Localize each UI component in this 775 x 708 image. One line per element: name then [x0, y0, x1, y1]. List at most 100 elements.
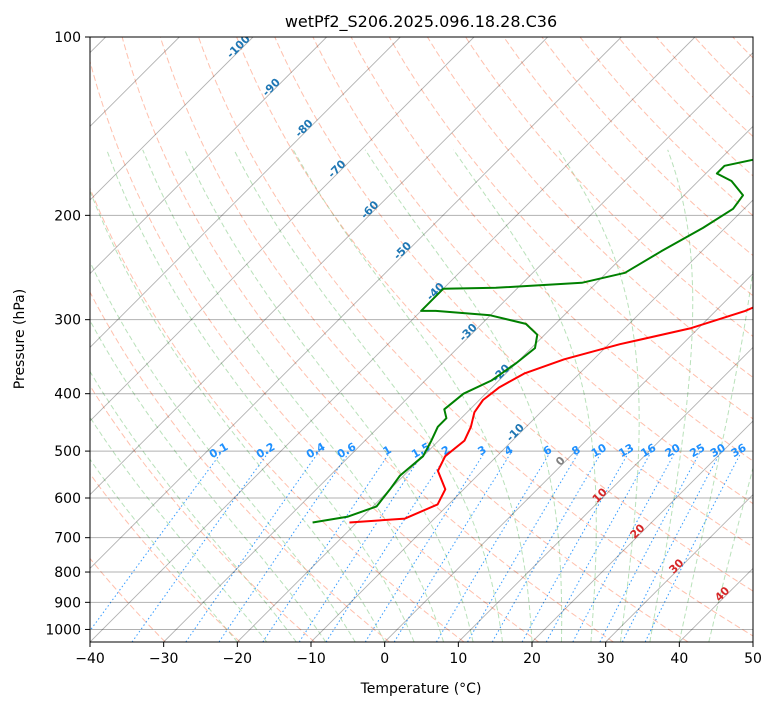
dry-adiabat	[90, 186, 465, 642]
y-tick-label: 1000	[45, 622, 81, 638]
dry-adiabat	[90, 384, 316, 642]
mixing-ratio-line	[185, 450, 320, 642]
x-tick-label: 0	[380, 651, 389, 667]
moist-adiabat	[678, 265, 753, 642]
isotherm-line	[163, 52, 753, 642]
dry-adiabat	[198, 37, 753, 637]
background-lines	[90, 37, 775, 642]
y-tick-label: 200	[54, 208, 81, 224]
mixing-ratio-label: 4	[502, 443, 515, 458]
isotherm-label: 30	[666, 556, 686, 576]
y-tick-label: 900	[54, 595, 81, 611]
mixing-ratio-label: 36	[729, 441, 749, 460]
mixing-ratio-line	[364, 450, 486, 642]
x-tick-label: −40	[75, 651, 105, 667]
mixing-ratio-line	[218, 450, 351, 642]
dry-adiabat	[274, 37, 753, 548]
dry-adiabat	[90, 472, 241, 642]
y-axis-ticks: 100 200 300 400 500 600 700 800 900 1000	[45, 30, 90, 638]
moist-adiabat	[90, 458, 238, 642]
profile-lines	[312, 158, 753, 524]
moist-adiabat	[184, 149, 474, 642]
mixing-ratio-label: 30	[708, 441, 728, 460]
x-tick-label: 50	[744, 651, 762, 667]
moist-adiabat	[708, 466, 753, 642]
x-axis-label: Temperature (°C)	[360, 681, 482, 697]
x-tick-label: 20	[523, 651, 541, 667]
chart-title: wetPf2_S206.2025.096.18.28.C36	[285, 12, 557, 32]
isotherm-label: -30	[457, 321, 480, 344]
dry-adiabat	[90, 59, 540, 642]
dry-adiabat	[350, 37, 753, 462]
mixing-ratio-line	[572, 450, 677, 642]
isotherm-line	[679, 567, 753, 642]
mixing-ratio-line	[467, 450, 580, 642]
dry-adiabat	[771, 37, 775, 642]
dry-adiabat	[159, 37, 689, 642]
moist-adiabat	[90, 370, 297, 642]
mixing-ratio-line	[90, 450, 223, 632]
isotherm-line	[310, 199, 753, 642]
dry-adiabat	[732, 37, 753, 59]
mixing-ratio-line	[325, 450, 450, 642]
x-tick-label: −30	[149, 651, 179, 667]
mixing-ratio-line	[262, 450, 392, 642]
mixing-ratio-label: 25	[687, 441, 707, 460]
isotherm-line	[90, 37, 401, 348]
y-tick-label: 700	[54, 531, 81, 547]
x-tick-label: 10	[449, 651, 467, 667]
moist-adiabat	[142, 149, 445, 642]
mixing-ratio-label: 0.4	[304, 440, 328, 461]
dry-adiabat	[656, 37, 753, 138]
isotherm-line	[90, 37, 548, 496]
temperature-line	[349, 306, 753, 524]
y-tick-label: 800	[54, 565, 81, 581]
isotherm-line	[384, 273, 753, 642]
y-axis-label: Pressure (hPa)	[12, 289, 28, 389]
isotherm-label: -70	[325, 157, 348, 180]
y-tick-label: 300	[54, 313, 81, 329]
isotherm-label: -80	[292, 116, 315, 139]
mixing-ratio-line	[131, 450, 270, 642]
y-tick-label: 500	[54, 444, 81, 460]
mixing-ratio-line	[298, 450, 425, 642]
dry-adiabat	[579, 37, 753, 217]
isotherm-label: -40	[424, 280, 447, 303]
dry-adiabat	[90, 291, 390, 642]
moist-adiabat	[90, 319, 327, 642]
isotherm-line	[90, 37, 254, 201]
y-tick-label: 600	[54, 491, 81, 507]
moist-adiabat	[90, 260, 356, 642]
dewpoint-line	[312, 158, 753, 524]
x-tick-label: 30	[597, 651, 615, 667]
mixing-ratio-label: 13	[616, 441, 636, 460]
dry-adiabat	[236, 37, 753, 592]
moist-adiabat	[90, 416, 268, 642]
isotherm-line	[752, 641, 753, 642]
dry-adiabat	[694, 37, 753, 98]
x-tick-label: −10	[296, 651, 326, 667]
isotherm-line	[90, 37, 327, 275]
isotherm-line	[531, 420, 753, 642]
line-labels: 0.1 0.2 0.4 0.6 1 1.5 2 3 4 6 8 10 13 16 20 25 30 36-100-…	[207, 37, 749, 604]
isotherm-label: 20	[628, 521, 648, 541]
moist-adiabat	[106, 149, 415, 642]
isotherm-label: -50	[391, 239, 414, 262]
dry-adiabat	[312, 37, 753, 505]
moist-adiabat	[292, 149, 533, 642]
mixing-ratio-line	[393, 450, 513, 642]
isotherm-line	[90, 37, 696, 642]
dry-adiabat	[541, 37, 753, 257]
y-tick-label: 400	[54, 387, 81, 403]
mixing-ratio-line	[644, 450, 743, 642]
isotherm-line	[605, 494, 753, 642]
moist-adiabat	[452, 149, 597, 642]
isotherm-line	[90, 37, 475, 422]
dry-adiabat	[388, 37, 753, 420]
isotherm-line	[458, 346, 753, 642]
mixing-ratio-line	[521, 450, 630, 642]
mixing-ratio-line	[599, 450, 701, 642]
isotherm-label: -60	[358, 198, 381, 221]
isotherm-label: -10	[504, 421, 527, 444]
